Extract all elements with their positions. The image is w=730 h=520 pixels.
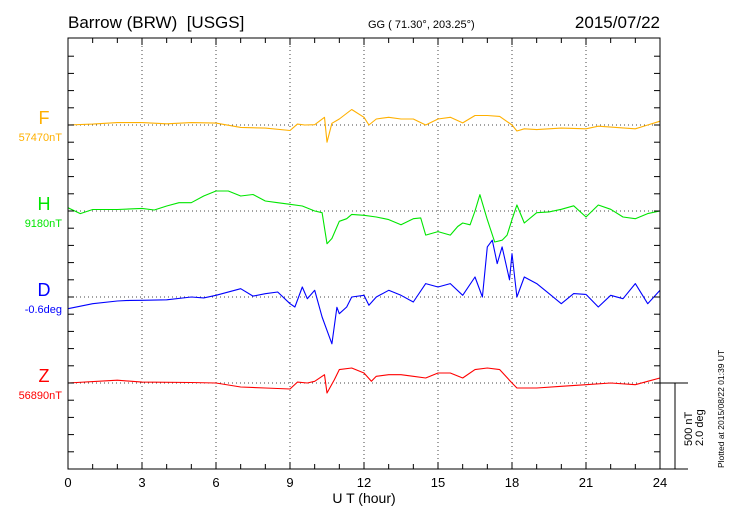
x-tick-label: 0 xyxy=(64,475,71,490)
x-axis-label: U T (hour) xyxy=(332,490,395,506)
series-labels: F 57470nT H 9180nT D -0.6deg Z 56890nT xyxy=(19,108,63,402)
series-baseline-F: 57470nT xyxy=(19,132,63,144)
series-label-H: H xyxy=(38,194,51,214)
coordinates: GG ( 71.30°, 203.25°) xyxy=(368,19,475,31)
trace-H xyxy=(67,190,661,245)
series-label-Z: Z xyxy=(39,366,50,386)
traces xyxy=(67,108,661,394)
plotted-timestamp: Plotted at 2015/08/22 01:39 UT xyxy=(716,350,726,468)
series-label-D: D xyxy=(38,280,51,300)
series-label-F: F xyxy=(39,108,50,128)
series-baseline-D: -0.6deg xyxy=(25,304,62,316)
x-tick-label: 24 xyxy=(653,475,667,490)
x-tick-label: 12 xyxy=(357,475,371,490)
x-tick-label: 21 xyxy=(579,475,593,490)
series-baseline-H: 9180nT xyxy=(25,218,63,230)
date: 2015/07/22 xyxy=(575,13,660,32)
x-tick-label: 3 xyxy=(138,475,145,490)
x-tick-label: 18 xyxy=(505,475,519,490)
ticks: 0 3 6 9 12 15 18 21 24 xyxy=(64,38,667,490)
scale-deg: 2.0 deg xyxy=(694,409,706,446)
station-title: Barrow (BRW) [USGS] xyxy=(68,13,244,32)
trace-D xyxy=(67,239,661,345)
trace-Z xyxy=(67,367,661,394)
scale-nt: 500 nT xyxy=(683,411,695,446)
x-tick-label: 6 xyxy=(212,475,219,490)
x-tick-label: 15 xyxy=(431,475,445,490)
scale-bar: 500 nT 2.0 deg xyxy=(660,382,706,470)
x-tick-label: 9 xyxy=(286,475,293,490)
grid xyxy=(68,38,660,469)
series-baseline-Z: 56890nT xyxy=(19,390,63,402)
trace-F xyxy=(67,108,661,143)
